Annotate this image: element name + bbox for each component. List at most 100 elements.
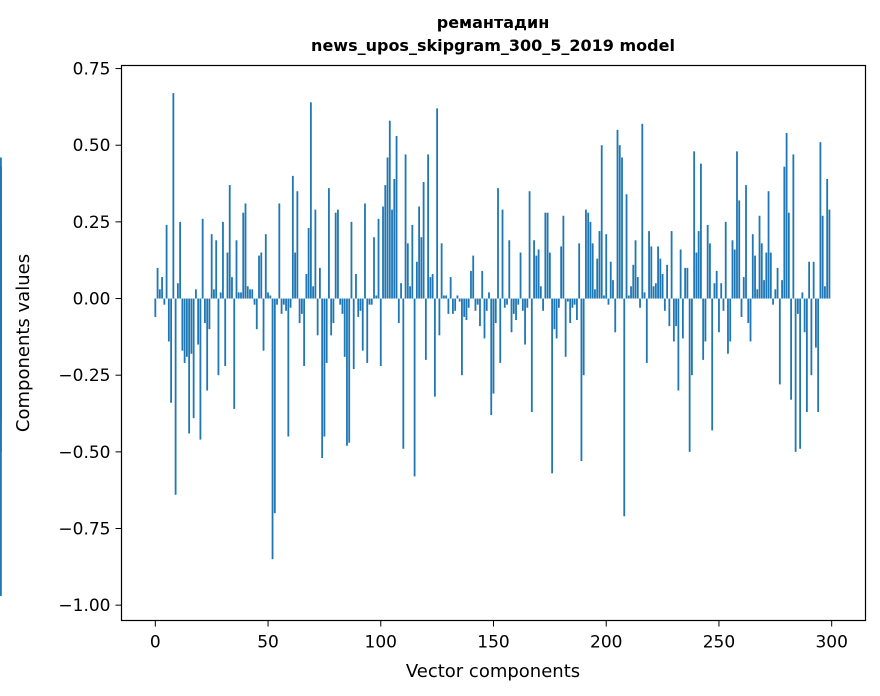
bar bbox=[357, 298, 360, 317]
bar bbox=[361, 298, 364, 351]
bar bbox=[386, 157, 389, 299]
bar bbox=[677, 298, 680, 391]
bar bbox=[260, 252, 263, 299]
bar bbox=[298, 298, 301, 324]
bar bbox=[488, 292, 490, 299]
bar bbox=[154, 298, 157, 317]
y-tick-label: −0.50 bbox=[58, 443, 110, 463]
bar bbox=[328, 188, 330, 299]
bar bbox=[767, 191, 770, 299]
bar bbox=[253, 298, 256, 305]
bar bbox=[201, 218, 204, 299]
bar bbox=[808, 261, 811, 299]
bar bbox=[607, 298, 610, 305]
bar bbox=[438, 298, 441, 336]
bar bbox=[181, 298, 184, 351]
bar bbox=[490, 298, 493, 416]
bar bbox=[810, 298, 813, 376]
bar bbox=[271, 298, 274, 560]
bar bbox=[364, 203, 366, 299]
bar bbox=[706, 224, 709, 299]
bar bbox=[544, 212, 547, 299]
bar bbox=[346, 298, 348, 446]
bar bbox=[296, 191, 299, 299]
bar bbox=[237, 292, 240, 299]
bar bbox=[429, 277, 432, 299]
bar bbox=[291, 175, 294, 299]
chart-title: ремантадин bbox=[437, 13, 550, 32]
bar bbox=[170, 298, 172, 403]
bar bbox=[420, 237, 423, 299]
bar bbox=[343, 298, 346, 357]
bar bbox=[255, 298, 258, 330]
bar bbox=[233, 298, 236, 409]
x-tick-label: 200 bbox=[590, 633, 622, 653]
bar bbox=[0, 298, 2, 339]
bar bbox=[785, 132, 788, 299]
bar bbox=[751, 234, 754, 299]
bar bbox=[476, 298, 479, 305]
bar bbox=[289, 298, 292, 308]
bar bbox=[663, 298, 666, 311]
bar bbox=[720, 283, 723, 299]
bar bbox=[197, 298, 200, 345]
bar bbox=[199, 298, 202, 440]
bar bbox=[359, 298, 362, 311]
bar bbox=[627, 295, 630, 299]
bar bbox=[377, 218, 380, 299]
x-tick-label: 0 bbox=[150, 633, 161, 653]
bar bbox=[485, 298, 488, 311]
bar bbox=[691, 298, 693, 376]
bar bbox=[370, 298, 373, 305]
bar bbox=[515, 298, 517, 320]
bar bbox=[276, 298, 278, 305]
x-tick-label: 50 bbox=[257, 633, 279, 653]
bar bbox=[393, 178, 396, 299]
bar bbox=[521, 298, 524, 311]
bar bbox=[693, 151, 696, 299]
bar bbox=[749, 298, 752, 342]
bar bbox=[366, 298, 369, 363]
bar bbox=[0, 166, 2, 299]
bar bbox=[210, 234, 213, 299]
bar bbox=[684, 267, 687, 299]
bar bbox=[713, 283, 716, 299]
bar bbox=[508, 240, 511, 299]
bar bbox=[553, 298, 556, 330]
x-tick-label: 150 bbox=[477, 633, 509, 653]
bar bbox=[652, 286, 655, 299]
bar bbox=[756, 289, 759, 299]
bar bbox=[787, 212, 790, 299]
bar bbox=[612, 280, 614, 299]
bar bbox=[312, 286, 315, 299]
bar bbox=[519, 252, 522, 299]
bar bbox=[794, 298, 797, 452]
bar bbox=[727, 298, 729, 354]
bar bbox=[316, 298, 319, 336]
bar bbox=[447, 298, 450, 314]
bar bbox=[440, 243, 443, 299]
bar bbox=[404, 154, 407, 299]
bar bbox=[452, 298, 454, 314]
bar bbox=[769, 252, 772, 299]
bar bbox=[618, 145, 621, 299]
bar bbox=[188, 298, 191, 434]
bar bbox=[503, 298, 506, 308]
bar bbox=[826, 178, 829, 299]
bar bbox=[282, 298, 285, 305]
bar bbox=[681, 298, 684, 339]
bar bbox=[294, 252, 296, 299]
bar bbox=[528, 191, 531, 299]
bar bbox=[158, 289, 161, 299]
bar bbox=[648, 231, 650, 299]
bar bbox=[790, 298, 792, 400]
bar bbox=[562, 215, 565, 299]
bar bbox=[373, 237, 375, 299]
bar bbox=[564, 298, 567, 357]
bar bbox=[185, 298, 188, 357]
bar bbox=[319, 267, 321, 299]
bar bbox=[303, 298, 306, 366]
bar bbox=[341, 298, 344, 314]
y-tick-label: −1.00 bbox=[58, 596, 110, 616]
bar bbox=[569, 298, 572, 324]
